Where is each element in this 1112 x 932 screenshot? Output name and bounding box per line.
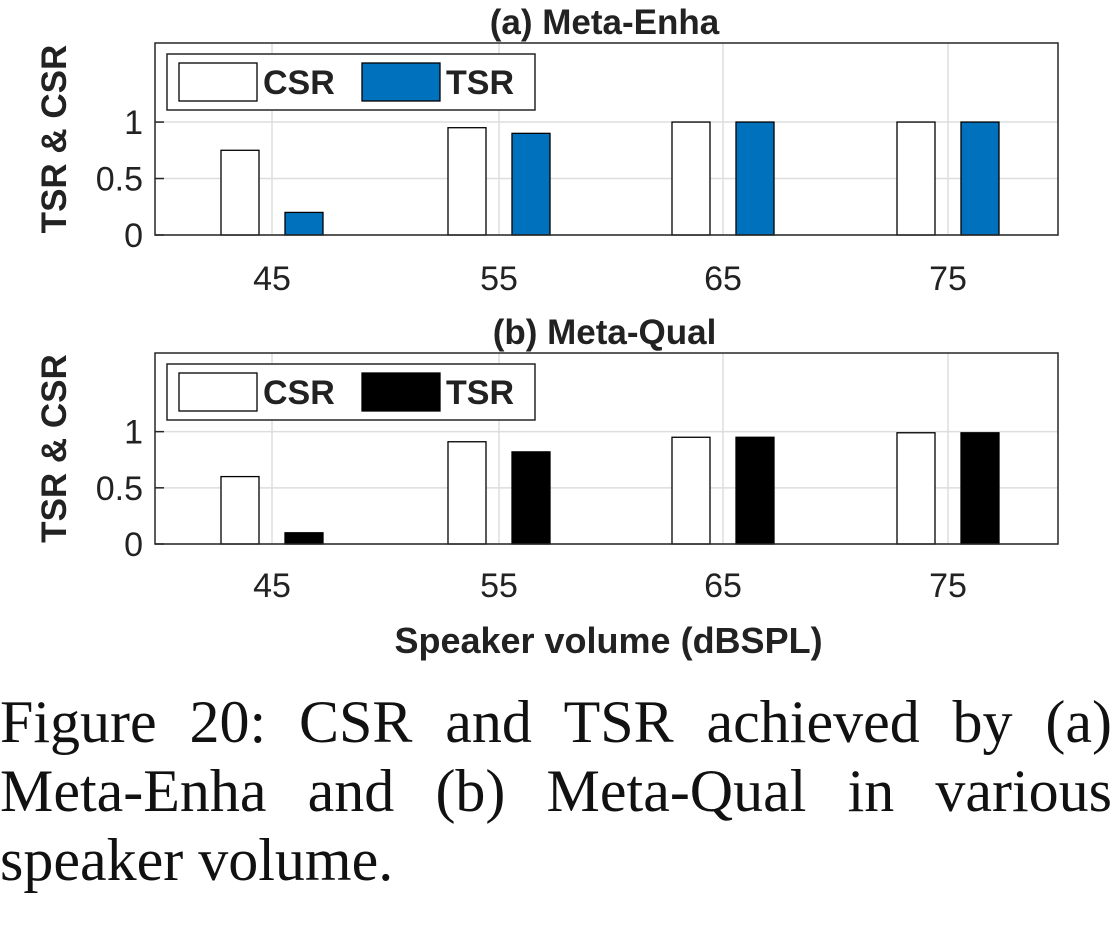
legend-swatch-csr [178, 62, 258, 102]
bar-csr-65 [671, 121, 711, 236]
legend-label-csr: CSR [263, 374, 335, 412]
legend-swatch-tsr [361, 372, 441, 412]
x-tick-label: 65 [704, 567, 742, 605]
y-tick-label: 0 [124, 217, 143, 255]
bar-tsr-55 [511, 451, 551, 545]
bar-tsr-55 [511, 132, 551, 236]
y-tick-labels: 00.51 [96, 414, 143, 564]
chart-meta-enha: 00.51 45 55 65 75 (a) Meta-Enha TSR & CSR C… [35, 3, 1059, 298]
bar-csr-75 [896, 121, 936, 236]
x-tick-label: 45 [253, 260, 291, 298]
legend-swatch-tsr [361, 62, 441, 102]
chart-meta-qual: 00.51 45 55 65 75 (b) Meta-Qual TSR & CSR S… [35, 313, 1059, 661]
y-tick-label: 1 [124, 414, 143, 452]
x-tick-label: 75 [929, 567, 967, 605]
legend-label-csr: CSR [263, 64, 335, 102]
y-axis-label: TSR & CSR [35, 354, 74, 543]
y-tick-label: 0.5 [96, 161, 143, 199]
bar-tsr-65 [735, 436, 775, 545]
bars [220, 121, 1000, 236]
x-tick-label: 55 [480, 260, 518, 298]
bar-csr-45 [220, 475, 260, 545]
chart-title: (b) Meta-Qual [493, 313, 717, 352]
figure-caption: Figure 20: CSR and TSR achieved by (a) M… [0, 689, 1112, 893]
legend-swatch-csr [178, 372, 258, 412]
x-axis-label: Speaker volume (dBSPL) [394, 620, 822, 661]
legend: CSR TSR [166, 363, 536, 421]
bar-csr-75 [896, 432, 936, 545]
y-tick-label: 0.5 [96, 470, 143, 508]
y-tick-labels: 00.51 [96, 104, 143, 255]
bar-csr-55 [447, 127, 487, 236]
x-tick-labels: 45 55 65 75 [253, 567, 967, 605]
bar-tsr-45 [284, 211, 324, 236]
x-tick-labels: 45 55 65 75 [253, 260, 967, 298]
legend-label-tsr: TSR [446, 64, 514, 102]
plot-frame [154, 352, 1059, 545]
x-tick-label: 55 [480, 567, 518, 605]
bar-csr-55 [447, 441, 487, 545]
y-axis-label: TSR & CSR [35, 45, 74, 234]
y-tick-label: 1 [124, 104, 143, 142]
bar-tsr-75 [960, 121, 1000, 236]
legend: CSR TSR [166, 53, 536, 111]
bar-csr-45 [220, 149, 260, 236]
x-tick-label: 75 [929, 260, 967, 298]
bars [220, 432, 1000, 545]
bar-tsr-65 [735, 121, 775, 236]
x-tick-label: 65 [704, 260, 742, 298]
bar-tsr-45 [284, 532, 324, 545]
y-tick-label: 0 [124, 526, 143, 564]
bar-csr-65 [671, 436, 711, 545]
legend-label-tsr: TSR [446, 374, 514, 412]
bar-tsr-75 [960, 432, 1000, 545]
x-tick-label: 45 [253, 567, 291, 605]
chart-title: (a) Meta-Enha [490, 3, 720, 42]
plot-frame [154, 42, 1059, 236]
